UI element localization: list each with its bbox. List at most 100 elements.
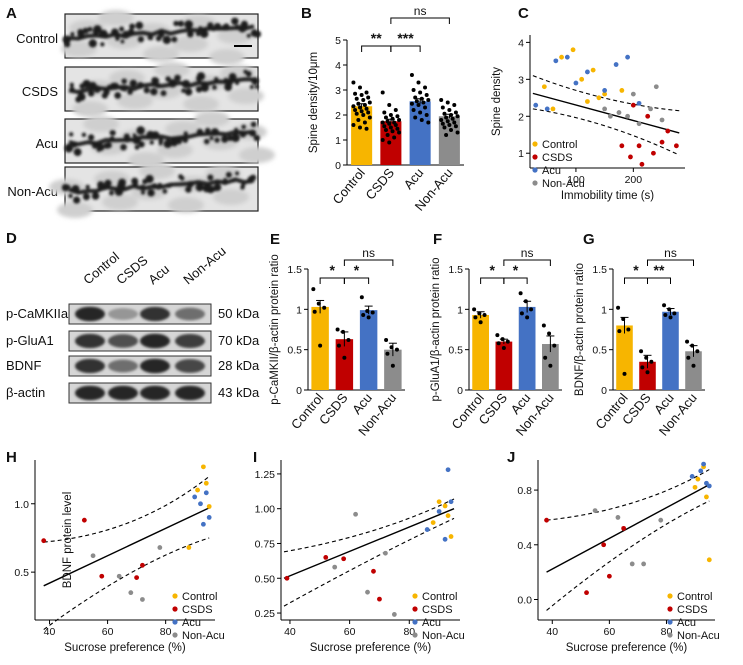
spine bbox=[105, 142, 112, 149]
y-tick-label: 1.5 bbox=[448, 264, 463, 276]
stat-label: R = -0.42 bbox=[0, 0, 46, 3]
data-point bbox=[341, 556, 347, 562]
spine bbox=[158, 31, 165, 38]
data-point bbox=[366, 110, 371, 115]
significance-label: * bbox=[513, 262, 519, 278]
spine bbox=[195, 86, 203, 93]
data-point bbox=[377, 596, 382, 602]
blot-band bbox=[175, 385, 205, 401]
spine bbox=[196, 72, 206, 81]
spine bbox=[231, 17, 239, 25]
data-point bbox=[622, 371, 627, 376]
data-point bbox=[392, 135, 397, 140]
spine bbox=[181, 88, 186, 93]
y-tick-label: 1.5 bbox=[592, 264, 607, 276]
data-point bbox=[361, 113, 366, 117]
spine bbox=[250, 121, 257, 128]
spine bbox=[151, 183, 158, 190]
data-point bbox=[616, 110, 622, 115]
y-tick-label: 0.50 bbox=[255, 573, 276, 585]
data-point bbox=[388, 113, 393, 117]
y-axis-title: BDNF/β-actin protein ratio bbox=[574, 263, 586, 396]
data-point bbox=[651, 150, 656, 156]
data-point bbox=[203, 480, 209, 486]
data-point bbox=[606, 573, 612, 579]
data-point bbox=[206, 504, 212, 509]
image-row-label: Acu bbox=[36, 136, 58, 151]
data-point bbox=[621, 525, 627, 531]
data-point bbox=[41, 538, 47, 544]
data-point bbox=[362, 103, 367, 107]
data-point bbox=[559, 54, 564, 60]
data-point bbox=[685, 339, 690, 344]
data-point bbox=[706, 557, 712, 563]
spine bbox=[128, 28, 135, 35]
dendrite bbox=[62, 17, 262, 48]
data-point bbox=[367, 115, 372, 120]
y-tick-label: 4 bbox=[518, 37, 524, 49]
significance-bracket bbox=[390, 45, 421, 52]
scatter-chart-C: C 100 200 1 2 3 4 Immobility time (s) Spine dens… bbox=[0, 0, 685, 202]
data-point bbox=[630, 91, 636, 97]
y-tick-label: 1 bbox=[601, 304, 607, 316]
data-point bbox=[630, 102, 636, 108]
data-point bbox=[663, 312, 668, 317]
data-point bbox=[200, 464, 206, 470]
spine bbox=[136, 126, 145, 135]
significance-bracket bbox=[647, 277, 671, 284]
x-tick-label: 200 bbox=[625, 174, 643, 186]
spine bbox=[212, 85, 217, 90]
spine bbox=[214, 137, 220, 143]
x-tick-label: 40 bbox=[284, 626, 296, 638]
spine bbox=[70, 32, 75, 37]
panel-label-A: A bbox=[6, 5, 17, 22]
data-point bbox=[689, 474, 695, 479]
background-blob bbox=[98, 10, 134, 26]
data-point bbox=[134, 575, 140, 581]
spine bbox=[249, 84, 254, 89]
x-tick-label: 80 bbox=[661, 626, 673, 638]
data-point bbox=[367, 100, 372, 105]
data-point bbox=[686, 355, 691, 360]
x-tick-label: 100 bbox=[567, 174, 585, 186]
spine bbox=[174, 140, 179, 144]
data-point bbox=[659, 139, 665, 145]
spine bbox=[231, 133, 240, 143]
data-point bbox=[482, 312, 487, 317]
data-point bbox=[445, 513, 451, 519]
data-point bbox=[332, 564, 338, 570]
bar-chart-F: F00.511.5p-GluA1/β-actin protein ratioCo… bbox=[430, 231, 562, 439]
legend-label: CSDS bbox=[542, 152, 573, 164]
data-point bbox=[361, 98, 366, 102]
spine bbox=[119, 86, 125, 91]
data-point bbox=[361, 312, 366, 317]
background-blob bbox=[205, 166, 241, 182]
legend-label: CSDS bbox=[677, 604, 708, 616]
blot-band bbox=[108, 385, 138, 401]
data-point bbox=[477, 311, 482, 316]
scatter-chart-H: H 40 60 80 0.5 1.0 Sucrose preference (%) p-CaM… bbox=[0, 0, 225, 654]
kda-label: 50 kDa bbox=[218, 306, 260, 321]
data-point bbox=[473, 315, 478, 320]
background-blob bbox=[165, 121, 201, 137]
spine bbox=[247, 176, 254, 184]
y-tick-label: 2 bbox=[518, 111, 524, 123]
data-point bbox=[383, 115, 388, 120]
dendrite-shaft bbox=[68, 129, 255, 147]
data-point bbox=[419, 118, 424, 122]
spine bbox=[155, 82, 161, 89]
data-point bbox=[354, 96, 359, 101]
data-point bbox=[570, 47, 576, 53]
y-tick-label: 0.5 bbox=[592, 345, 607, 357]
background-blob bbox=[194, 111, 230, 127]
legend-marker bbox=[532, 141, 538, 147]
significance-bracket bbox=[390, 17, 450, 24]
spine bbox=[187, 30, 194, 38]
data-point bbox=[362, 120, 367, 125]
fit-line bbox=[532, 92, 680, 134]
spine bbox=[181, 79, 191, 89]
spine bbox=[215, 179, 220, 184]
data-point bbox=[409, 73, 414, 77]
dendrite bbox=[61, 171, 257, 204]
lane-label: Control bbox=[80, 249, 122, 287]
